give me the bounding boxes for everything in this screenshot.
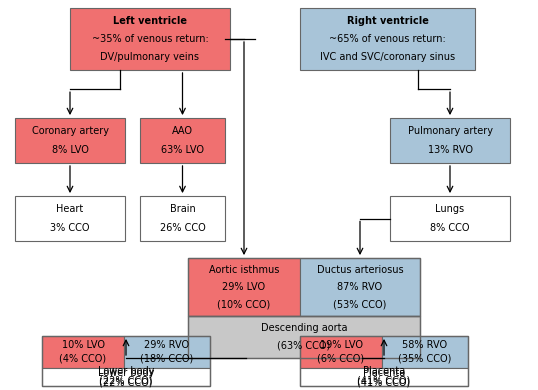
Bar xyxy=(42,368,210,386)
Text: ~65% of venous return:: ~65% of venous return: xyxy=(329,34,446,44)
Bar xyxy=(42,336,124,368)
Text: (63% CCO): (63% CCO) xyxy=(278,341,331,351)
Bar xyxy=(15,118,125,163)
Bar xyxy=(70,8,230,70)
Bar xyxy=(300,336,382,368)
Text: Ductus arteriosus: Ductus arteriosus xyxy=(317,265,404,275)
Bar xyxy=(300,368,468,386)
Text: 3% CCO: 3% CCO xyxy=(50,223,90,233)
Text: (18% CCO): (18% CCO) xyxy=(140,354,194,363)
Bar xyxy=(390,118,510,163)
Text: IVC and SVC/coronary sinus: IVC and SVC/coronary sinus xyxy=(320,52,455,62)
Text: DV/pulmonary veins: DV/pulmonary veins xyxy=(101,52,200,62)
Bar xyxy=(15,196,125,241)
Bar xyxy=(42,336,210,386)
Text: (10% CCO): (10% CCO) xyxy=(217,299,271,309)
Bar xyxy=(188,258,420,316)
Text: (4% CCO): (4% CCO) xyxy=(59,354,107,363)
Text: 8% LVO: 8% LVO xyxy=(52,145,88,155)
Text: 19% LVO: 19% LVO xyxy=(320,340,363,350)
Text: (53% CCO): (53% CCO) xyxy=(334,299,387,309)
Text: Lower body: Lower body xyxy=(98,368,154,378)
Bar xyxy=(140,118,225,163)
Text: 8% CCO: 8% CCO xyxy=(430,223,470,233)
Bar xyxy=(188,258,300,316)
Text: AAO: AAO xyxy=(172,126,193,136)
Bar xyxy=(188,316,420,358)
Text: 29% RVO: 29% RVO xyxy=(144,340,189,350)
Text: Brain: Brain xyxy=(169,204,195,214)
Text: 10% LVO: 10% LVO xyxy=(61,340,104,350)
Text: 58% RVO: 58% RVO xyxy=(402,340,448,350)
Text: 87% RVO: 87% RVO xyxy=(337,282,383,292)
Text: Pulmonary artery: Pulmonary artery xyxy=(407,126,492,136)
Text: Descending aorta: Descending aorta xyxy=(261,323,347,333)
Text: Heart: Heart xyxy=(56,204,83,214)
Text: ~35% of venous return:: ~35% of venous return: xyxy=(91,34,208,44)
Text: 26% CCO: 26% CCO xyxy=(160,223,206,233)
Bar xyxy=(390,196,510,241)
Text: (22% CCO): (22% CCO) xyxy=(99,376,153,386)
Text: Left ventricle: Left ventricle xyxy=(113,16,187,26)
Text: Right ventricle: Right ventricle xyxy=(346,16,428,26)
Text: Aortic isthmus: Aortic isthmus xyxy=(209,265,279,275)
Text: Coronary artery: Coronary artery xyxy=(32,126,109,136)
Bar xyxy=(140,196,225,241)
Bar xyxy=(124,336,210,368)
Bar xyxy=(300,8,475,70)
Text: Placenta
(41% CCO): Placenta (41% CCO) xyxy=(357,366,410,388)
Text: (41% CCO): (41% CCO) xyxy=(357,376,410,386)
Bar xyxy=(300,336,468,386)
Text: Lower body
(22% CCO): Lower body (22% CCO) xyxy=(98,366,154,388)
Bar xyxy=(300,258,420,316)
Text: 63% LVO: 63% LVO xyxy=(161,145,204,155)
Text: (6% CCO): (6% CCO) xyxy=(317,354,365,363)
Text: Placenta: Placenta xyxy=(363,368,405,378)
Text: 29% LVO: 29% LVO xyxy=(222,282,266,292)
Text: Lungs: Lungs xyxy=(435,204,464,214)
Text: (35% CCO): (35% CCO) xyxy=(398,354,452,363)
Bar xyxy=(188,316,420,358)
Text: 13% RVO: 13% RVO xyxy=(428,145,472,155)
Bar xyxy=(382,336,468,368)
